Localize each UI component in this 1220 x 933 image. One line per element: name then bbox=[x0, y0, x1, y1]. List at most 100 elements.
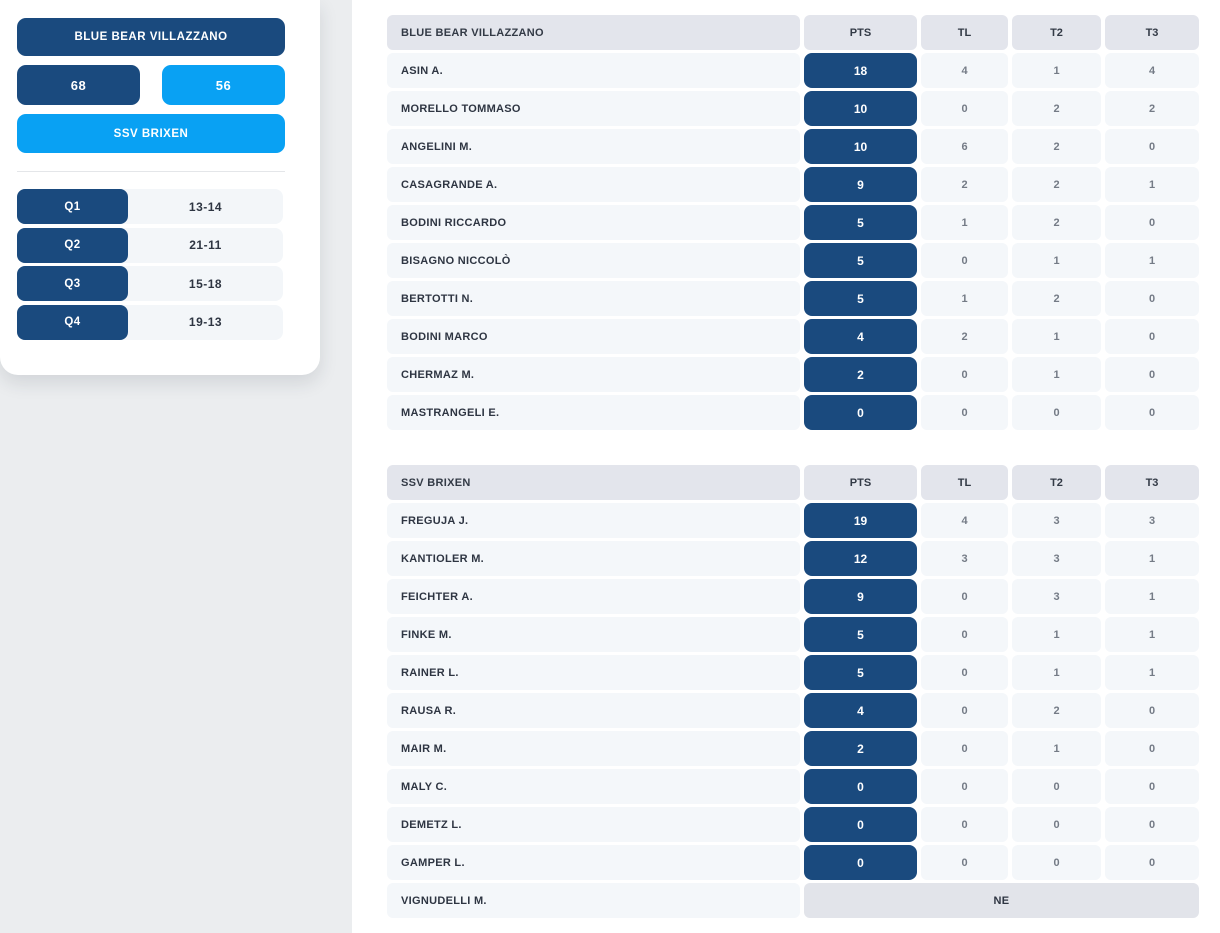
points-badge: 5 bbox=[804, 205, 917, 240]
player-name: FEICHTER A. bbox=[387, 579, 800, 614]
column-header-t2: T2 bbox=[1012, 465, 1101, 500]
home-team-stats-table: BLUE BEAR VILLAZZANO PTS TL T2 T3 ASIN A. 18 4 1… bbox=[387, 15, 1199, 430]
points-badge: 19 bbox=[804, 503, 917, 538]
stat-tl: 0 bbox=[921, 655, 1008, 690]
player-name: BODINI MARCO bbox=[387, 319, 800, 354]
points-badge: 4 bbox=[804, 693, 917, 728]
stat-tl: 1 bbox=[921, 205, 1008, 240]
stat-t2: 1 bbox=[1012, 53, 1101, 88]
points-badge: 18 bbox=[804, 53, 917, 88]
stat-t2: 1 bbox=[1012, 357, 1101, 392]
stat-t2: 2 bbox=[1012, 693, 1101, 728]
stat-tl: 4 bbox=[921, 503, 1008, 538]
player-row[interactable]: BODINI RICCARDO 5 1 2 0 bbox=[387, 205, 1199, 240]
column-header-t2: T2 bbox=[1012, 15, 1101, 50]
stat-tl: 0 bbox=[921, 91, 1008, 126]
player-row[interactable]: RAINER L. 5 0 1 1 bbox=[387, 655, 1199, 690]
stat-t3: 0 bbox=[1105, 205, 1199, 240]
stat-tl: 1 bbox=[921, 281, 1008, 316]
stat-t3: 0 bbox=[1105, 731, 1199, 766]
not-entered-badge: NE bbox=[804, 883, 1199, 918]
stat-tl: 0 bbox=[921, 579, 1008, 614]
points-badge: 2 bbox=[804, 357, 917, 392]
player-row[interactable]: MORELLO TOMMASO 10 0 2 2 bbox=[387, 91, 1199, 126]
player-row[interactable]: FINKE M. 5 0 1 1 bbox=[387, 617, 1199, 652]
away-team-button[interactable]: SSV BRIXEN bbox=[17, 114, 285, 153]
column-header-tl: TL bbox=[921, 465, 1008, 500]
player-name: MASTRANGELI E. bbox=[387, 395, 800, 430]
stat-tl: 4 bbox=[921, 53, 1008, 88]
player-row[interactable]: BODINI MARCO 4 2 1 0 bbox=[387, 319, 1199, 354]
stat-t2: 0 bbox=[1012, 807, 1101, 842]
points-badge: 10 bbox=[804, 91, 917, 126]
stat-t3: 1 bbox=[1105, 579, 1199, 614]
stat-t3: 0 bbox=[1105, 319, 1199, 354]
stat-t3: 1 bbox=[1105, 243, 1199, 278]
home-team-button[interactable]: BLUE BEAR VILLAZZANO bbox=[17, 18, 285, 56]
stat-tl: 0 bbox=[921, 693, 1008, 728]
quarter-score-q2: 21-11 bbox=[189, 238, 222, 252]
stat-t3: 0 bbox=[1105, 281, 1199, 316]
stat-t3: 3 bbox=[1105, 503, 1199, 538]
stat-t2: 1 bbox=[1012, 655, 1101, 690]
player-row[interactable]: KANTIOLER M. 12 3 3 1 bbox=[387, 541, 1199, 576]
points-badge: 5 bbox=[804, 243, 917, 278]
stat-t2: 1 bbox=[1012, 243, 1101, 278]
player-row[interactable]: ASIN A. 18 4 1 4 bbox=[387, 53, 1199, 88]
stat-t2: 1 bbox=[1012, 731, 1101, 766]
stat-tl: 0 bbox=[921, 395, 1008, 430]
player-name: RAUSA R. bbox=[387, 693, 800, 728]
player-row[interactable]: BISAGNO NICCOLÒ 5 0 1 1 bbox=[387, 243, 1199, 278]
stat-t2: 1 bbox=[1012, 617, 1101, 652]
player-row[interactable]: DEMETZ L. 0 0 0 0 bbox=[387, 807, 1199, 842]
away-score: 56 bbox=[162, 65, 285, 105]
stat-t3: 0 bbox=[1105, 845, 1199, 880]
player-row[interactable]: BERTOTTI N. 5 1 2 0 bbox=[387, 281, 1199, 316]
player-row[interactable]: ANGELINI M. 10 6 2 0 bbox=[387, 129, 1199, 164]
stats-content-panel: BLUE BEAR VILLAZZANO PTS TL T2 T3 ASIN A. 18 4 1… bbox=[352, 0, 1220, 933]
player-name: CASAGRANDE A. bbox=[387, 167, 800, 202]
quarter-score-q3: 15-18 bbox=[188, 276, 223, 291]
stat-t3: 1 bbox=[1105, 541, 1199, 576]
player-name: GAMPER L. bbox=[387, 845, 800, 880]
player-row[interactable]: MALY C. 0 0 0 0 bbox=[387, 769, 1199, 804]
points-badge: 0 bbox=[804, 807, 917, 842]
quarter-label-q2: Q2 bbox=[17, 227, 128, 263]
player-row[interactable]: RAUSA R. 4 0 2 0 bbox=[387, 693, 1199, 728]
table-team-header: BLUE BEAR VILLAZZANO bbox=[387, 15, 800, 50]
stat-tl: 0 bbox=[921, 845, 1008, 880]
player-row[interactable]: VIGNUDELLI M. NE bbox=[387, 883, 1199, 918]
home-score: 68 bbox=[17, 65, 140, 105]
player-row[interactable]: GAMPER L. 0 0 0 0 bbox=[387, 845, 1199, 880]
match-summary-card: BLUE BEAR VILLAZZANO 68 56 SSV BRIXEN Q1… bbox=[0, 0, 320, 375]
quarter-label-q1: Q1 bbox=[17, 189, 128, 224]
player-row[interactable]: CHERMAZ M. 2 0 1 0 bbox=[387, 357, 1199, 392]
player-name: ANGELINI M. bbox=[387, 129, 800, 164]
points-badge: 2 bbox=[804, 731, 917, 766]
quarter-row-q3: Q3 15-18 bbox=[17, 266, 283, 301]
stat-t2: 0 bbox=[1012, 395, 1101, 430]
points-badge: 12 bbox=[804, 541, 917, 576]
points-badge: 0 bbox=[804, 845, 917, 880]
player-row[interactable]: MAIR M. 2 0 1 0 bbox=[387, 731, 1199, 766]
quarter-score-q1: 13-14 bbox=[188, 199, 223, 214]
stat-t3: 0 bbox=[1105, 129, 1199, 164]
stat-t2: 2 bbox=[1012, 205, 1101, 240]
stat-tl: 3 bbox=[921, 541, 1008, 576]
stat-tl: 6 bbox=[921, 129, 1008, 164]
player-row[interactable]: FEICHTER A. 9 0 3 1 bbox=[387, 579, 1199, 614]
player-name: ASIN A. bbox=[387, 53, 800, 88]
points-badge: 0 bbox=[804, 769, 917, 804]
stat-tl: 0 bbox=[921, 617, 1008, 652]
points-badge: 10 bbox=[804, 129, 917, 164]
player-row[interactable]: MASTRANGELI E. 0 0 0 0 bbox=[387, 395, 1199, 430]
quarter-row-q1: Q1 13-14 bbox=[17, 189, 283, 224]
player-name: BISAGNO NICCOLÒ bbox=[387, 243, 800, 278]
stat-t3: 0 bbox=[1105, 693, 1199, 728]
column-header-t3: T3 bbox=[1105, 15, 1199, 50]
player-row[interactable]: CASAGRANDE A. 9 2 2 1 bbox=[387, 167, 1199, 202]
player-row[interactable]: FREGUJA J. 19 4 3 3 bbox=[387, 503, 1199, 538]
stat-t2: 1 bbox=[1012, 319, 1101, 354]
points-badge: 5 bbox=[804, 655, 917, 690]
quarter-row-q4: Q4 19-13 bbox=[17, 304, 283, 340]
